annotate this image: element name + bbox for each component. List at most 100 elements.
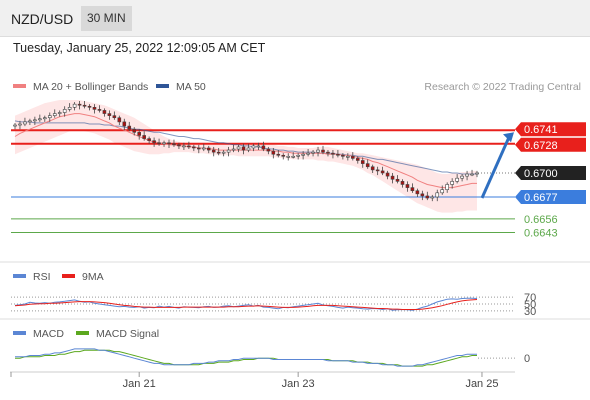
candle (465, 170, 469, 181)
candle-body (206, 147, 211, 151)
candle-body (455, 177, 459, 182)
date-line: Tuesday, January 25, 2022 12:09:05 AM CE… (13, 41, 266, 55)
candle (167, 139, 171, 148)
candle (316, 146, 320, 157)
candle (405, 181, 410, 192)
timeframe-button[interactable]: 30 MIN (81, 6, 132, 31)
candle (256, 142, 261, 151)
candle (241, 143, 246, 155)
candle (206, 145, 211, 154)
candle (430, 194, 435, 202)
candle (162, 140, 166, 147)
candle (251, 143, 256, 152)
candle (231, 144, 236, 153)
candle-body (266, 148, 271, 152)
candle-body (251, 145, 256, 149)
level-tag-0.6700 (515, 166, 586, 180)
candle (365, 159, 370, 169)
time-axis: Jan 21 Jan 23 Jan 25 (10, 372, 498, 390)
candle-body (470, 173, 474, 176)
candle-body (321, 149, 325, 153)
candle-body (18, 123, 22, 126)
level-tag-0.6741 (515, 122, 586, 137)
candle-body (142, 135, 146, 139)
candle-body (271, 150, 276, 155)
candle (157, 138, 161, 146)
candle (306, 149, 310, 157)
candle-body (112, 115, 117, 119)
candle (415, 188, 420, 197)
level-tag-0.6677 (515, 189, 586, 204)
candle-body (390, 175, 395, 180)
candle (435, 189, 440, 202)
candle (57, 110, 62, 117)
candle (182, 142, 186, 151)
candle-body (430, 196, 435, 199)
candle (311, 150, 315, 157)
candle-body (107, 113, 112, 116)
chart-header: NZD/USD 30 MIN (0, 0, 590, 37)
candle-body (162, 142, 166, 145)
candle (261, 141, 266, 152)
candle-body (97, 109, 102, 111)
candle-body (380, 170, 385, 174)
price-panel: MA 20 + Bollinger Bands MA 50 Research © 2… (11, 81, 586, 239)
candle (92, 104, 97, 114)
candle (450, 178, 454, 189)
candle-body (435, 192, 440, 198)
candle-body (187, 145, 191, 148)
x-tick-label-Jan 23: Jan 23 (282, 378, 315, 390)
level-label-0.6643: 0.6643 (524, 227, 558, 239)
candle-body (346, 156, 350, 158)
candle-body (122, 121, 127, 127)
candle-body (127, 125, 132, 130)
candle-body (410, 187, 415, 192)
candle-body (395, 178, 400, 182)
macd-legend-swatch-0 (13, 331, 26, 335)
candle (211, 146, 216, 157)
candle (341, 153, 345, 160)
candle-body (370, 166, 375, 171)
level-label-0.6741: 0.6741 (524, 124, 558, 136)
candle-body (236, 146, 241, 150)
level-label-0.6700: 0.6700 (524, 168, 558, 180)
candle-body (52, 113, 57, 116)
macd-panel: MACD MACD Signal 0 (13, 328, 530, 367)
level-label-0.6677: 0.6677 (524, 192, 558, 204)
credit-text: Research © 2022 Trading Central (424, 81, 581, 93)
candle-body (301, 153, 305, 156)
candle (107, 110, 112, 120)
candle-body (87, 105, 92, 108)
candle-body (13, 124, 17, 127)
candle (72, 102, 77, 111)
candle (132, 127, 137, 136)
candle-body (62, 109, 67, 113)
candle (395, 175, 400, 184)
forecast-arrow-shaft (480, 136, 511, 199)
candle (87, 104, 92, 111)
candle-body (157, 142, 161, 145)
level-label-0.6728: 0.6728 (524, 140, 558, 152)
candle (375, 166, 380, 176)
candle-body (33, 119, 37, 122)
candle-body (57, 112, 62, 114)
rsi-tick-50: 50 (524, 299, 536, 311)
candle (197, 144, 201, 154)
rsi-legend-label-0: RSI (33, 271, 51, 283)
candle (177, 142, 181, 150)
candle-body (445, 184, 449, 190)
candle (390, 173, 395, 184)
candle (271, 147, 276, 159)
candle (43, 115, 47, 122)
candle (321, 145, 325, 155)
candle-body (241, 146, 246, 151)
rsi-legend-label-1: 9MA (82, 271, 104, 283)
candle (425, 191, 430, 201)
candle-body (211, 149, 216, 153)
candle-body (385, 172, 390, 177)
candle-body (331, 152, 335, 155)
candle (18, 120, 22, 130)
candle (82, 101, 87, 109)
candle-body (28, 120, 32, 123)
